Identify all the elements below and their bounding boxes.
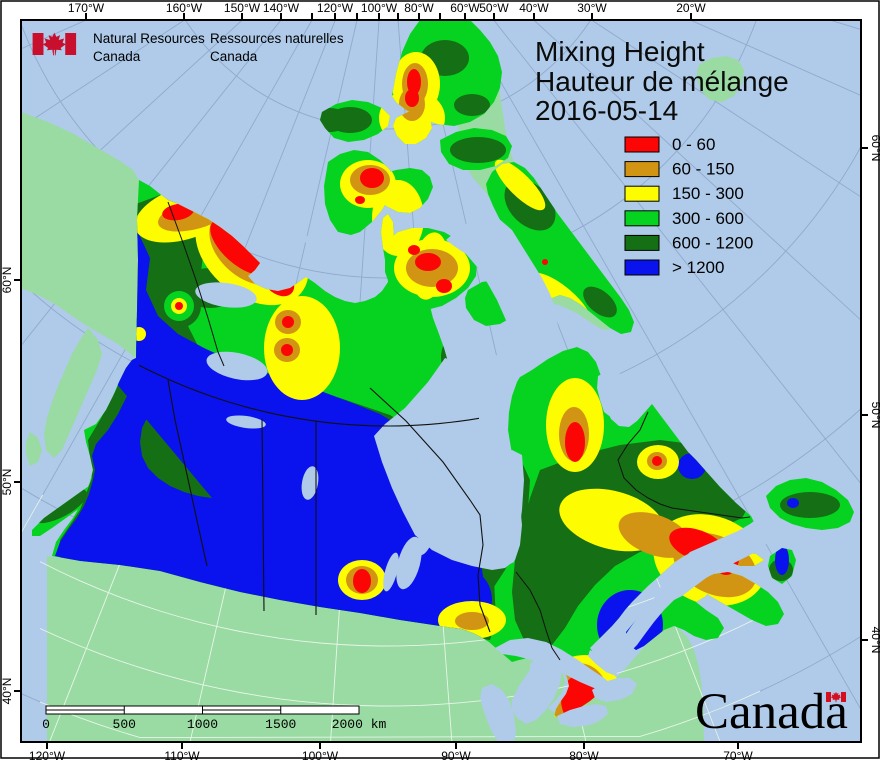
svg-text:Canada: Canada — [695, 684, 848, 740]
svg-text:170°W: 170°W — [68, 1, 105, 15]
svg-text:Ressources naturelles: Ressources naturelles — [210, 31, 344, 46]
svg-text:1000: 1000 — [187, 717, 218, 732]
svg-text:150°W: 150°W — [224, 1, 261, 15]
svg-text:0: 0 — [42, 717, 50, 732]
svg-text:300 - 600: 300 - 600 — [672, 209, 744, 228]
svg-text:500: 500 — [113, 717, 136, 732]
svg-text:60°N: 60°N — [869, 135, 880, 162]
svg-text:40°W: 40°W — [519, 1, 549, 15]
svg-text:150 - 300: 150 - 300 — [672, 184, 744, 203]
svg-text:20°W: 20°W — [676, 1, 706, 15]
svg-text:40°N: 40°N — [869, 627, 880, 654]
svg-text:40°N: 40°N — [0, 678, 14, 705]
svg-text:0 - 60: 0 - 60 — [672, 135, 715, 154]
svg-text:60°W: 60°W — [450, 1, 480, 15]
svg-text:Canada: Canada — [210, 49, 258, 64]
svg-text:Canada: Canada — [93, 49, 141, 64]
svg-text:1500: 1500 — [265, 717, 296, 732]
svg-text:120°W: 120°W — [29, 749, 66, 760]
svg-text:30°W: 30°W — [577, 1, 607, 15]
svg-text:600 - 1200: 600 - 1200 — [672, 233, 753, 252]
svg-text:120°W: 120°W — [317, 1, 354, 15]
svg-text:90°W: 90°W — [441, 749, 471, 760]
svg-text:Natural Resources: Natural Resources — [93, 31, 205, 46]
svg-text:Mixing Height: Mixing Height — [535, 36, 705, 67]
svg-text:60 - 150: 60 - 150 — [672, 160, 734, 179]
svg-text:100°W: 100°W — [361, 1, 398, 15]
svg-text:140°W: 140°W — [263, 1, 300, 15]
svg-text:70°W: 70°W — [723, 749, 753, 760]
svg-text:100°W: 100°W — [302, 749, 339, 760]
svg-text:2000 km: 2000 km — [332, 717, 387, 732]
svg-text:60°N: 60°N — [0, 267, 14, 294]
svg-text:Hauteur de mélange: Hauteur de mélange — [535, 66, 789, 97]
svg-text:> 1200: > 1200 — [672, 258, 724, 277]
svg-text:80°W: 80°W — [404, 1, 434, 15]
svg-text:80°W: 80°W — [569, 749, 599, 760]
svg-text:2016-05-14: 2016-05-14 — [535, 95, 678, 126]
svg-text:160°W: 160°W — [166, 1, 203, 15]
svg-text:110°W: 110°W — [164, 749, 200, 760]
svg-text:50°N: 50°N — [0, 469, 14, 496]
svg-text:50°W: 50°W — [479, 1, 509, 15]
svg-text:50°N: 50°N — [869, 402, 880, 429]
